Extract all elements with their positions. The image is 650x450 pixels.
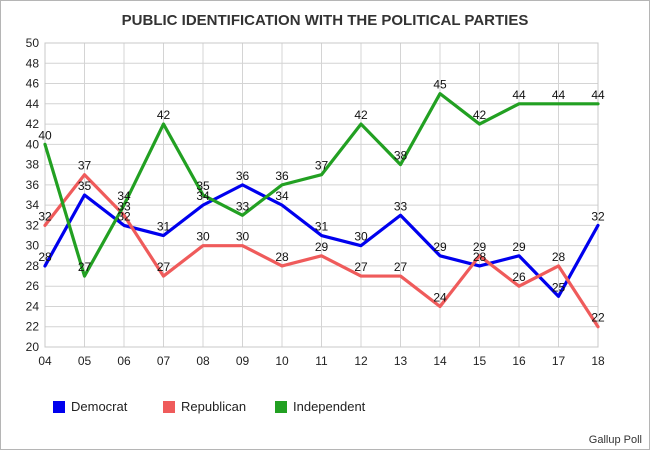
y-tick-label: 34 bbox=[26, 198, 40, 212]
democrat-data-label: 34 bbox=[275, 189, 289, 203]
democrat-legend-label: Democrat bbox=[71, 399, 128, 414]
republican-data-label: 29 bbox=[473, 240, 487, 254]
x-tick-label: 09 bbox=[236, 354, 250, 368]
y-tick-label: 38 bbox=[26, 158, 40, 172]
x-tick-label: 14 bbox=[433, 354, 447, 368]
republican-data-label: 22 bbox=[591, 311, 605, 325]
republican-data-label: 28 bbox=[275, 250, 289, 264]
independent-data-label: 45 bbox=[433, 78, 447, 92]
independent-data-label: 33 bbox=[236, 199, 250, 213]
x-tick-label: 18 bbox=[591, 354, 605, 368]
source-note: Gallup Poll bbox=[589, 434, 642, 446]
independent-legend-swatch bbox=[275, 401, 287, 413]
y-tick-label: 28 bbox=[26, 259, 40, 273]
y-tick-label: 22 bbox=[26, 320, 40, 334]
x-tick-label: 13 bbox=[394, 354, 408, 368]
republican-data-label: 27 bbox=[354, 260, 368, 274]
independent-data-label: 42 bbox=[354, 108, 368, 122]
republican-line bbox=[43, 173, 600, 329]
y-tick-label: 26 bbox=[26, 279, 40, 293]
democrat-line bbox=[43, 183, 600, 298]
y-tick-label: 30 bbox=[26, 239, 40, 253]
democrat-data-label: 28 bbox=[473, 250, 487, 264]
democrat-data-label: 31 bbox=[315, 220, 329, 234]
democrat-data-label: 30 bbox=[354, 230, 368, 244]
democrat-data-label: 28 bbox=[38, 250, 52, 264]
x-tick-label: 05 bbox=[78, 354, 92, 368]
republican-data-label: 30 bbox=[196, 230, 210, 244]
independent-data-label: 34 bbox=[117, 189, 131, 203]
x-tick-label: 16 bbox=[512, 354, 526, 368]
democrat-data-label: 25 bbox=[552, 280, 566, 294]
republican-data-label: 33 bbox=[117, 199, 131, 213]
republican-data-label: 27 bbox=[394, 260, 408, 274]
independent-data-label: 42 bbox=[473, 108, 487, 122]
y-tick-label: 44 bbox=[26, 97, 40, 111]
independent-data-label: 44 bbox=[591, 88, 605, 102]
independent-data-label: 35 bbox=[196, 179, 210, 193]
x-tick-label: 04 bbox=[38, 354, 52, 368]
y-tick-label: 36 bbox=[26, 178, 40, 192]
democrat-data-label: 33 bbox=[394, 199, 408, 213]
republican-data-label: 28 bbox=[552, 250, 566, 264]
independent-data-label: 44 bbox=[552, 88, 566, 102]
x-tick-label: 10 bbox=[275, 354, 289, 368]
democrat-data-label: 31 bbox=[157, 220, 171, 234]
x-tick-label: 15 bbox=[473, 354, 487, 368]
series-lines bbox=[43, 92, 600, 329]
independent-data-label: 36 bbox=[275, 169, 289, 183]
democrat-data-label: 35 bbox=[78, 179, 92, 193]
republican-data-label: 32 bbox=[38, 209, 52, 223]
independent-data-label: 37 bbox=[315, 159, 329, 173]
republican-data-label: 37 bbox=[78, 159, 92, 173]
x-tick-label: 11 bbox=[315, 354, 328, 368]
democrat-legend-swatch bbox=[53, 401, 65, 413]
data-labels: 2835323134363431303329282925323237332730… bbox=[38, 78, 605, 325]
chart-title: PUBLIC IDENTIFICATION WITH THE POLITICAL… bbox=[122, 12, 529, 29]
republican-data-label: 29 bbox=[315, 240, 329, 254]
independent-data-label: 38 bbox=[394, 149, 408, 163]
democrat-data-label: 29 bbox=[433, 240, 447, 254]
democrat-data-label: 29 bbox=[512, 240, 526, 254]
republican-legend-swatch bbox=[163, 401, 175, 413]
plot-border bbox=[44, 42, 599, 348]
x-tick-label: 17 bbox=[552, 354, 566, 368]
x-tick-label: 12 bbox=[354, 354, 368, 368]
democrat-data-label: 32 bbox=[117, 209, 131, 223]
y-tick-label: 20 bbox=[26, 340, 40, 354]
x-tick-label: 06 bbox=[117, 354, 131, 368]
y-tick-label: 46 bbox=[26, 77, 40, 91]
republican-data-label: 30 bbox=[236, 230, 250, 244]
republican-data-label: 27 bbox=[157, 260, 171, 274]
democrat-data-label: 34 bbox=[196, 189, 210, 203]
independent-legend-label: Independent bbox=[293, 399, 366, 414]
y-tick-label: 24 bbox=[26, 299, 40, 313]
independent-data-label: 42 bbox=[157, 108, 171, 122]
independent-data-label: 44 bbox=[512, 88, 526, 102]
republican-legend-label: Republican bbox=[181, 399, 246, 414]
y-tick-label: 50 bbox=[26, 36, 40, 50]
y-tick-label: 32 bbox=[26, 218, 40, 232]
republican-data-label: 26 bbox=[512, 270, 526, 284]
independent-line bbox=[43, 92, 600, 278]
legend: Democrat Republican Independent bbox=[53, 399, 366, 414]
independent-data-label: 40 bbox=[38, 128, 52, 142]
y-tick-label: 42 bbox=[26, 117, 40, 131]
y-tick-label: 40 bbox=[26, 137, 40, 151]
independent-data-label: 27 bbox=[78, 260, 92, 274]
democrat-data-label: 36 bbox=[236, 169, 250, 183]
republican-data-label: 24 bbox=[433, 290, 447, 304]
x-tick-label: 07 bbox=[157, 354, 171, 368]
democrat-data-label: 32 bbox=[591, 209, 605, 223]
x-tick-label: 08 bbox=[196, 354, 210, 368]
y-tick-label: 48 bbox=[26, 56, 40, 70]
